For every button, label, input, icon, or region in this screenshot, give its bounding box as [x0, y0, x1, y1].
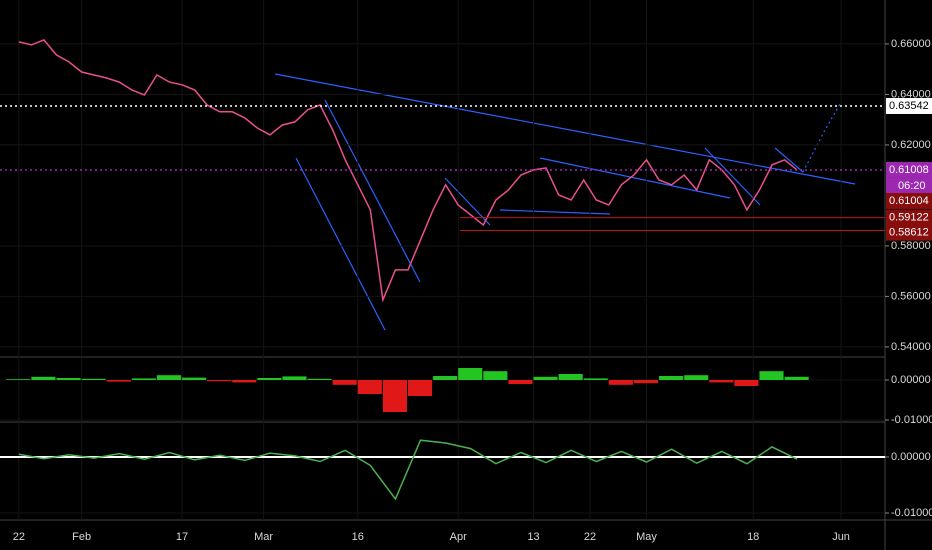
histogram-bar	[156, 375, 182, 380]
histogram-bar	[407, 380, 433, 396]
trend-line	[539, 157, 731, 199]
histogram-bar	[709, 380, 734, 383]
histogram-bar	[382, 380, 407, 412]
x-tick-label: 13	[527, 531, 539, 543]
price-tag	[886, 209, 932, 226]
histogram-bar	[207, 380, 232, 382]
y-tick-label: 0.00000	[891, 451, 931, 463]
histogram-bar	[784, 376, 809, 380]
y-tick-label: -0.01000	[891, 507, 932, 519]
price-tag-label: 0.61008	[889, 164, 929, 176]
countdown-tag	[886, 177, 932, 194]
y-tick-label: -0.01000	[891, 414, 932, 426]
trend-line	[274, 73, 856, 185]
histogram-bar	[734, 380, 759, 386]
price-tag-label: 0.58612	[889, 226, 929, 238]
histogram-bar	[6, 379, 31, 380]
x-tick-label: Feb	[72, 531, 91, 543]
histogram-bar	[106, 380, 131, 382]
histogram-bar	[332, 380, 357, 385]
y-tick-label: 0.00000	[891, 374, 931, 386]
histogram-bar	[182, 377, 207, 380]
histogram-bar	[533, 376, 558, 380]
histogram-bar	[257, 378, 282, 380]
price-line	[18, 439, 798, 501]
price-tag-label: 0.59122	[889, 211, 929, 223]
price-tag-label: 0.63542	[889, 100, 929, 112]
histogram-bar	[307, 378, 332, 380]
x-tick-label: 16	[352, 531, 364, 543]
price-line	[18, 39, 798, 303]
y-tick-label: 0.56000	[891, 290, 931, 302]
histogram-bar	[608, 380, 633, 385]
trend-line	[499, 209, 611, 215]
histogram-bar	[282, 376, 307, 380]
histogram-bar	[56, 378, 81, 380]
price-tag	[886, 224, 932, 241]
histogram-bar	[508, 380, 533, 384]
histogram-bar	[458, 368, 483, 380]
trend-line	[324, 99, 421, 283]
histogram-bar	[583, 378, 608, 380]
histogram-bar	[759, 371, 784, 380]
y-tick-label: 0.62000	[891, 139, 931, 151]
y-tick-label: 0.54000	[891, 341, 931, 353]
histogram-bar	[558, 374, 583, 380]
x-tick-label: Jun	[832, 531, 850, 543]
x-tick-label: 18	[747, 531, 759, 543]
countdown-label: 06:20	[898, 180, 926, 192]
histogram-bar	[81, 378, 106, 380]
histogram-bar	[659, 376, 684, 380]
histogram-bar	[357, 380, 382, 394]
trend-line	[295, 157, 386, 331]
trend-line	[704, 147, 761, 206]
histogram-bar	[433, 376, 458, 380]
x-tick-label: 22	[13, 531, 25, 543]
x-tick-label: 17	[176, 531, 188, 543]
histogram-bar	[31, 376, 56, 380]
histogram-bar	[232, 380, 257, 383]
trend-line	[774, 147, 804, 173]
projection	[802, 103, 841, 173]
price-tag-label: 0.61004	[889, 195, 929, 207]
histogram-bar	[483, 371, 508, 380]
price-tag	[886, 192, 932, 209]
x-tick-label: 22	[584, 531, 596, 543]
histogram-bar	[633, 380, 659, 384]
x-tick-label: Mar	[254, 531, 273, 543]
x-tick-label: May	[636, 531, 657, 543]
y-tick-label: 0.66000	[891, 38, 931, 50]
price-tag	[886, 161, 932, 178]
x-tick-label: Apr	[450, 531, 467, 543]
y-tick-label: 0.64000	[891, 88, 931, 100]
histogram-bar	[131, 378, 156, 380]
price-tag	[886, 97, 932, 114]
histogram-bar	[684, 375, 709, 380]
y-tick-label: 0.58000	[891, 240, 931, 252]
trend-lines	[274, 73, 856, 331]
